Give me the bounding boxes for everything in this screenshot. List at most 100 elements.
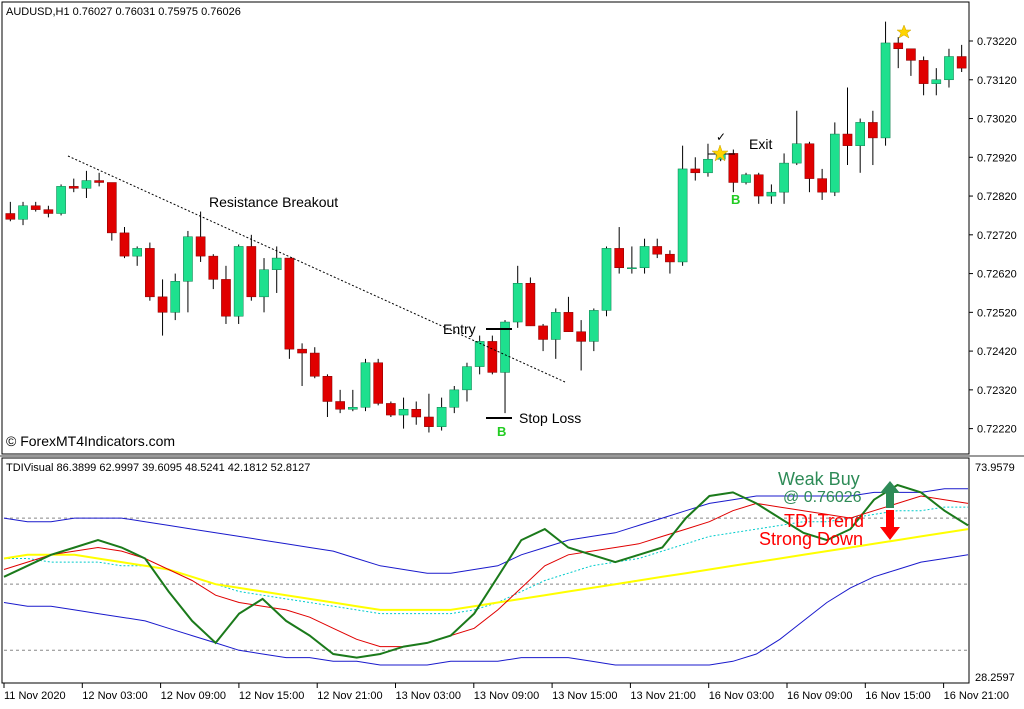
candle [741, 172, 751, 185]
candle [842, 87, 853, 166]
candle [804, 141, 815, 193]
price-tick-label: 0.72420 [977, 346, 1017, 358]
arrow-up-icon [880, 481, 900, 508]
candle [284, 257, 295, 359]
candle [500, 320, 510, 414]
candle [398, 397, 409, 429]
tdi-rsi-line [3, 483, 969, 659]
candle [233, 244, 244, 324]
candle [512, 265, 523, 328]
time-tick-label: 13 Nov 15:00 [552, 690, 617, 702]
main-panel-frame[interactable] [1, 1, 970, 455]
time-tick-label: 16 Nov 03:00 [709, 690, 774, 702]
candle [474, 335, 485, 375]
candle [944, 48, 954, 88]
candle [68, 178, 79, 193]
time-tick-label: 12 Nov 03:00 [82, 690, 147, 702]
candle [652, 238, 663, 259]
candle [703, 143, 713, 177]
star-icon [711, 144, 729, 162]
candle [132, 246, 143, 266]
candle [43, 205, 54, 218]
candle [246, 234, 257, 301]
price-tick-label: 0.73220 [977, 36, 1017, 48]
candle [931, 68, 942, 96]
time-tick-label: 12 Nov 09:00 [161, 690, 226, 702]
candle [906, 48, 916, 76]
tdi-upper-band-line [3, 488, 968, 574]
candle [550, 308, 561, 359]
time-tick-label: 13 Nov 09:00 [474, 690, 539, 702]
candle [145, 242, 155, 301]
price-tick-label: 0.72520 [977, 307, 1017, 319]
time-tick-label: 12 Nov 21:00 [317, 690, 382, 702]
time-tick-label: 13 Nov 03:00 [396, 690, 461, 702]
candle [221, 265, 231, 324]
candle [449, 385, 460, 414]
price-tick-label: 0.72720 [977, 230, 1017, 242]
candle [462, 362, 472, 402]
candle [322, 374, 333, 417]
candle [779, 153, 789, 204]
candle [335, 389, 345, 414]
candle [195, 211, 206, 262]
candle [791, 110, 802, 166]
candle [183, 230, 193, 313]
candle [893, 37, 904, 69]
tdi-header: TDIVisual 86.3899 62.9997 39.6095 48.524… [6, 462, 310, 474]
annotation-stop-loss: Stop Loss [519, 410, 581, 426]
price-tick-label: 0.72220 [977, 424, 1017, 436]
annotation-entry: Entry [443, 321, 476, 337]
candle [728, 149, 739, 193]
candle [360, 358, 371, 412]
price-tick-label: 0.72620 [977, 269, 1017, 281]
candle [487, 335, 498, 375]
candle [30, 201, 41, 212]
candle [753, 172, 764, 204]
candle [918, 56, 929, 96]
candle [601, 246, 612, 317]
candle [829, 122, 840, 197]
resistance-trendline [67, 155, 566, 383]
candle [525, 277, 536, 327]
candle [690, 157, 701, 181]
watermark: © ForexMT4Indicators.com [6, 433, 175, 449]
candle [106, 182, 117, 241]
time-tick-label: 16 Nov 15:00 [865, 690, 930, 702]
price-tick-label: 0.72920 [977, 152, 1017, 164]
tdi-market-base-line [3, 528, 969, 611]
price-tick-label: 0.72820 [977, 191, 1017, 203]
candle [56, 184, 66, 216]
tdi-bottom-tick: 28.2597 [975, 672, 1015, 684]
candle [956, 44, 967, 73]
annotation-exit: Exit [749, 136, 772, 152]
candle [94, 172, 104, 187]
candle [436, 397, 447, 431]
star-icon [896, 24, 912, 39]
symbol-info: AUDUSD,H1 0.76027 0.76031 0.75975 0.7602… [6, 6, 241, 18]
candle [855, 118, 866, 173]
price-tick-label: 0.72320 [977, 385, 1017, 397]
candle [373, 358, 384, 406]
arrow-down-icon [880, 510, 900, 540]
candle [297, 343, 307, 386]
candle [271, 246, 282, 293]
candle [424, 393, 434, 433]
tdi-top-tick: 73.9579 [975, 462, 1015, 474]
candle [119, 227, 130, 259]
candle [588, 308, 599, 352]
time-tick-label: 11 Nov 2020 [4, 690, 66, 702]
candle [639, 238, 650, 274]
time-tick-label: 13 Nov 21:00 [630, 690, 695, 702]
candle [563, 296, 574, 332]
candle [576, 320, 586, 371]
buy-marker-b: B [731, 192, 740, 207]
candle [259, 258, 269, 313]
candle [817, 168, 827, 200]
candle [880, 21, 891, 146]
check-icon: ✓ [716, 130, 726, 144]
tdi-trend-strength: Strong Down [759, 529, 863, 549]
price-tick-label: 0.73020 [977, 114, 1017, 126]
candle [614, 227, 625, 274]
